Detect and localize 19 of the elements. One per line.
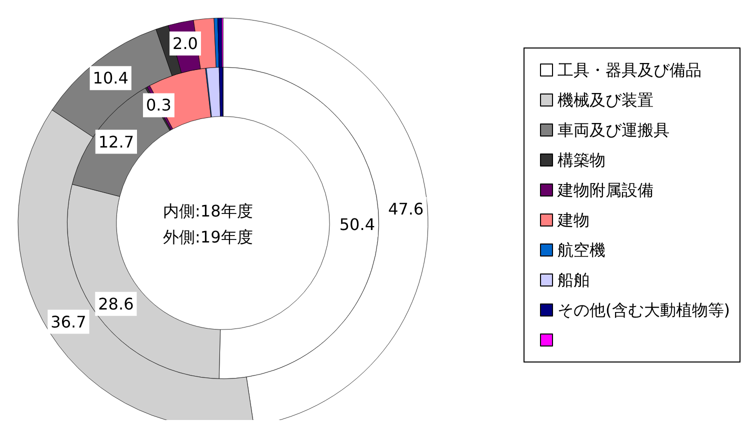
data-label: 36.7 <box>50 312 86 332</box>
legend-label: 工具・器具及び備品 <box>558 60 702 80</box>
data-label: 0.3 <box>146 96 172 115</box>
legend-label: 構築物 <box>558 150 606 170</box>
data-label: 50.4 <box>339 215 375 234</box>
data-label: 12.7 <box>98 132 134 152</box>
text: 内側:18年度 <box>163 202 253 220</box>
legend-label: 船舶 <box>558 270 590 290</box>
data-label: 2.0 <box>172 34 198 54</box>
legend-label: 機械及び装置 <box>558 90 654 110</box>
legend-label: 建物附属設備 <box>556 180 654 200</box>
data-label: 28.6 <box>98 294 134 314</box>
legend-label: 車両及び運搬具 <box>558 120 670 140</box>
data-label: 10.4 <box>92 68 128 88</box>
data-label: 47.6 <box>388 200 424 219</box>
legend-label: 建物 <box>556 210 590 230</box>
text: 外側:19年度 <box>163 228 253 246</box>
legend-label: 航空機 <box>558 240 606 260</box>
legend-label: その他(含む大動植物等) <box>558 300 730 320</box>
